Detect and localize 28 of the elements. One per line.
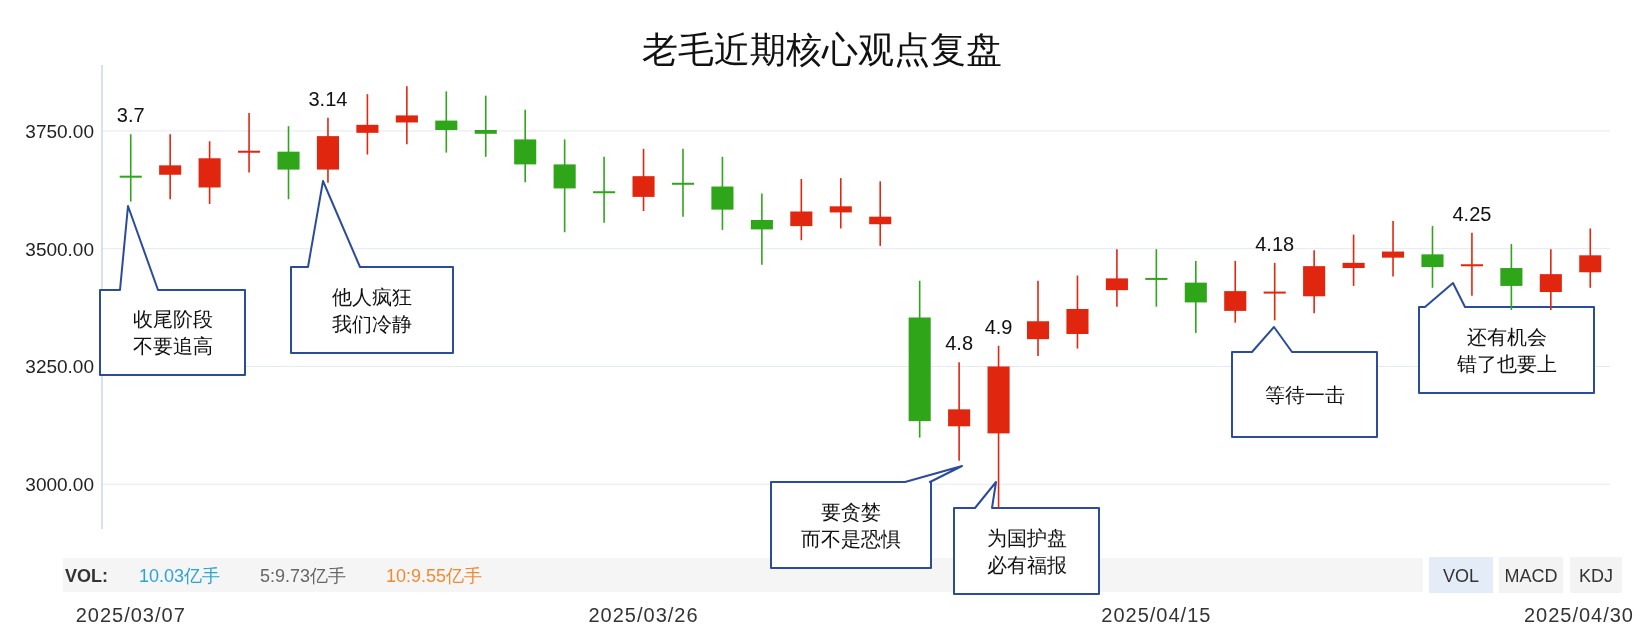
text: 10.03亿手 [139,566,221,586]
text: 10:9.55亿手 [386,566,483,586]
annotation: 要贪婪而不是恐惧 [801,500,901,550]
text: VOL: [65,566,108,586]
x-tick-label: 2025/03/26 [588,604,699,626]
y-tick-label: 3500.00 [25,238,94,260]
text: 3.14 [308,87,348,110]
x-tick-label: 2025/04/15 [1101,604,1212,626]
text: 4.18 [1255,232,1295,255]
text: 4.9 [984,315,1013,338]
text: MACD [1504,566,1558,586]
text: KDJ [1578,566,1614,586]
y-tick-label: 3250.00 [25,356,94,378]
x-tick-label: 2025/03/07 [75,604,186,626]
annotation: 等待一击 [1264,383,1345,406]
annotation: 为国护盘必有福报 [986,526,1067,576]
annotation: 收尾阶段不要追高 [132,308,213,357]
text: 4.8 [945,332,974,355]
text: 4.25 [1452,202,1492,225]
y-tick-label: 3750.00 [25,120,94,142]
x-tick-label: 2025/04/30 [1523,604,1634,626]
text: VOL [1442,566,1480,586]
chart-title: 老毛近期核心观点复盘 [642,29,1002,70]
text: 3.7 [116,104,145,127]
y-tick-label: 3000.00 [25,474,94,496]
annotation: 还有机会错了也要上 [1455,325,1557,375]
annotation: 他人疯狂我们冷静 [332,285,412,335]
text: 5:9.73亿手 [260,566,347,586]
